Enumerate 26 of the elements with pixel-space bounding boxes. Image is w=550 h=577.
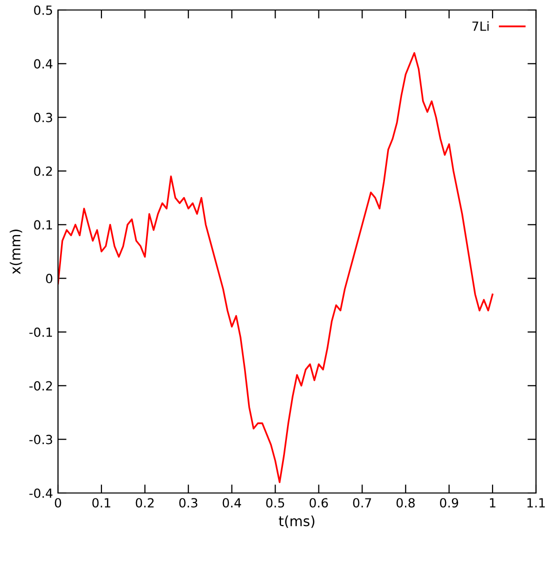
x-axis-title: t(ms) (278, 516, 314, 528)
x-tick-label: 0.7 (353, 498, 372, 508)
y-tick-label: 0 (46, 274, 52, 284)
line-series (58, 52, 494, 484)
x-tick-label: 0.3 (179, 498, 198, 508)
x-tick-label: 0.5 (266, 498, 284, 508)
legend-label: 7Li (472, 21, 489, 31)
y-tick-label: 0.5 (34, 5, 52, 15)
x-tick-label: 0.1 (92, 498, 110, 508)
x-tick-label: 0.2 (136, 498, 154, 508)
x-tick-label: 1.1 (527, 498, 545, 508)
x-tick-label: 0.9 (440, 498, 458, 508)
y-tick-label: -0.1 (29, 327, 52, 337)
y-tick-label: -0.2 (29, 381, 52, 391)
y-tick-label: -0.4 (29, 488, 52, 498)
x-tick-label: 0.4 (222, 498, 242, 508)
x-tick-label: 0 (54, 498, 62, 508)
y-tick-label: 0.1 (34, 220, 52, 230)
y-tick-label: 0.4 (34, 59, 52, 69)
y-tick-label: 0.2 (34, 166, 52, 176)
x-tick-label: 1 (490, 498, 496, 508)
y-axis-title: x(mm) (10, 230, 22, 274)
x-tick-label: 0.8 (396, 498, 415, 508)
x-tick-label: 0.6 (310, 498, 328, 508)
y-tick-label: -0.3 (29, 434, 52, 444)
y-tick-label: 0.3 (34, 112, 52, 122)
